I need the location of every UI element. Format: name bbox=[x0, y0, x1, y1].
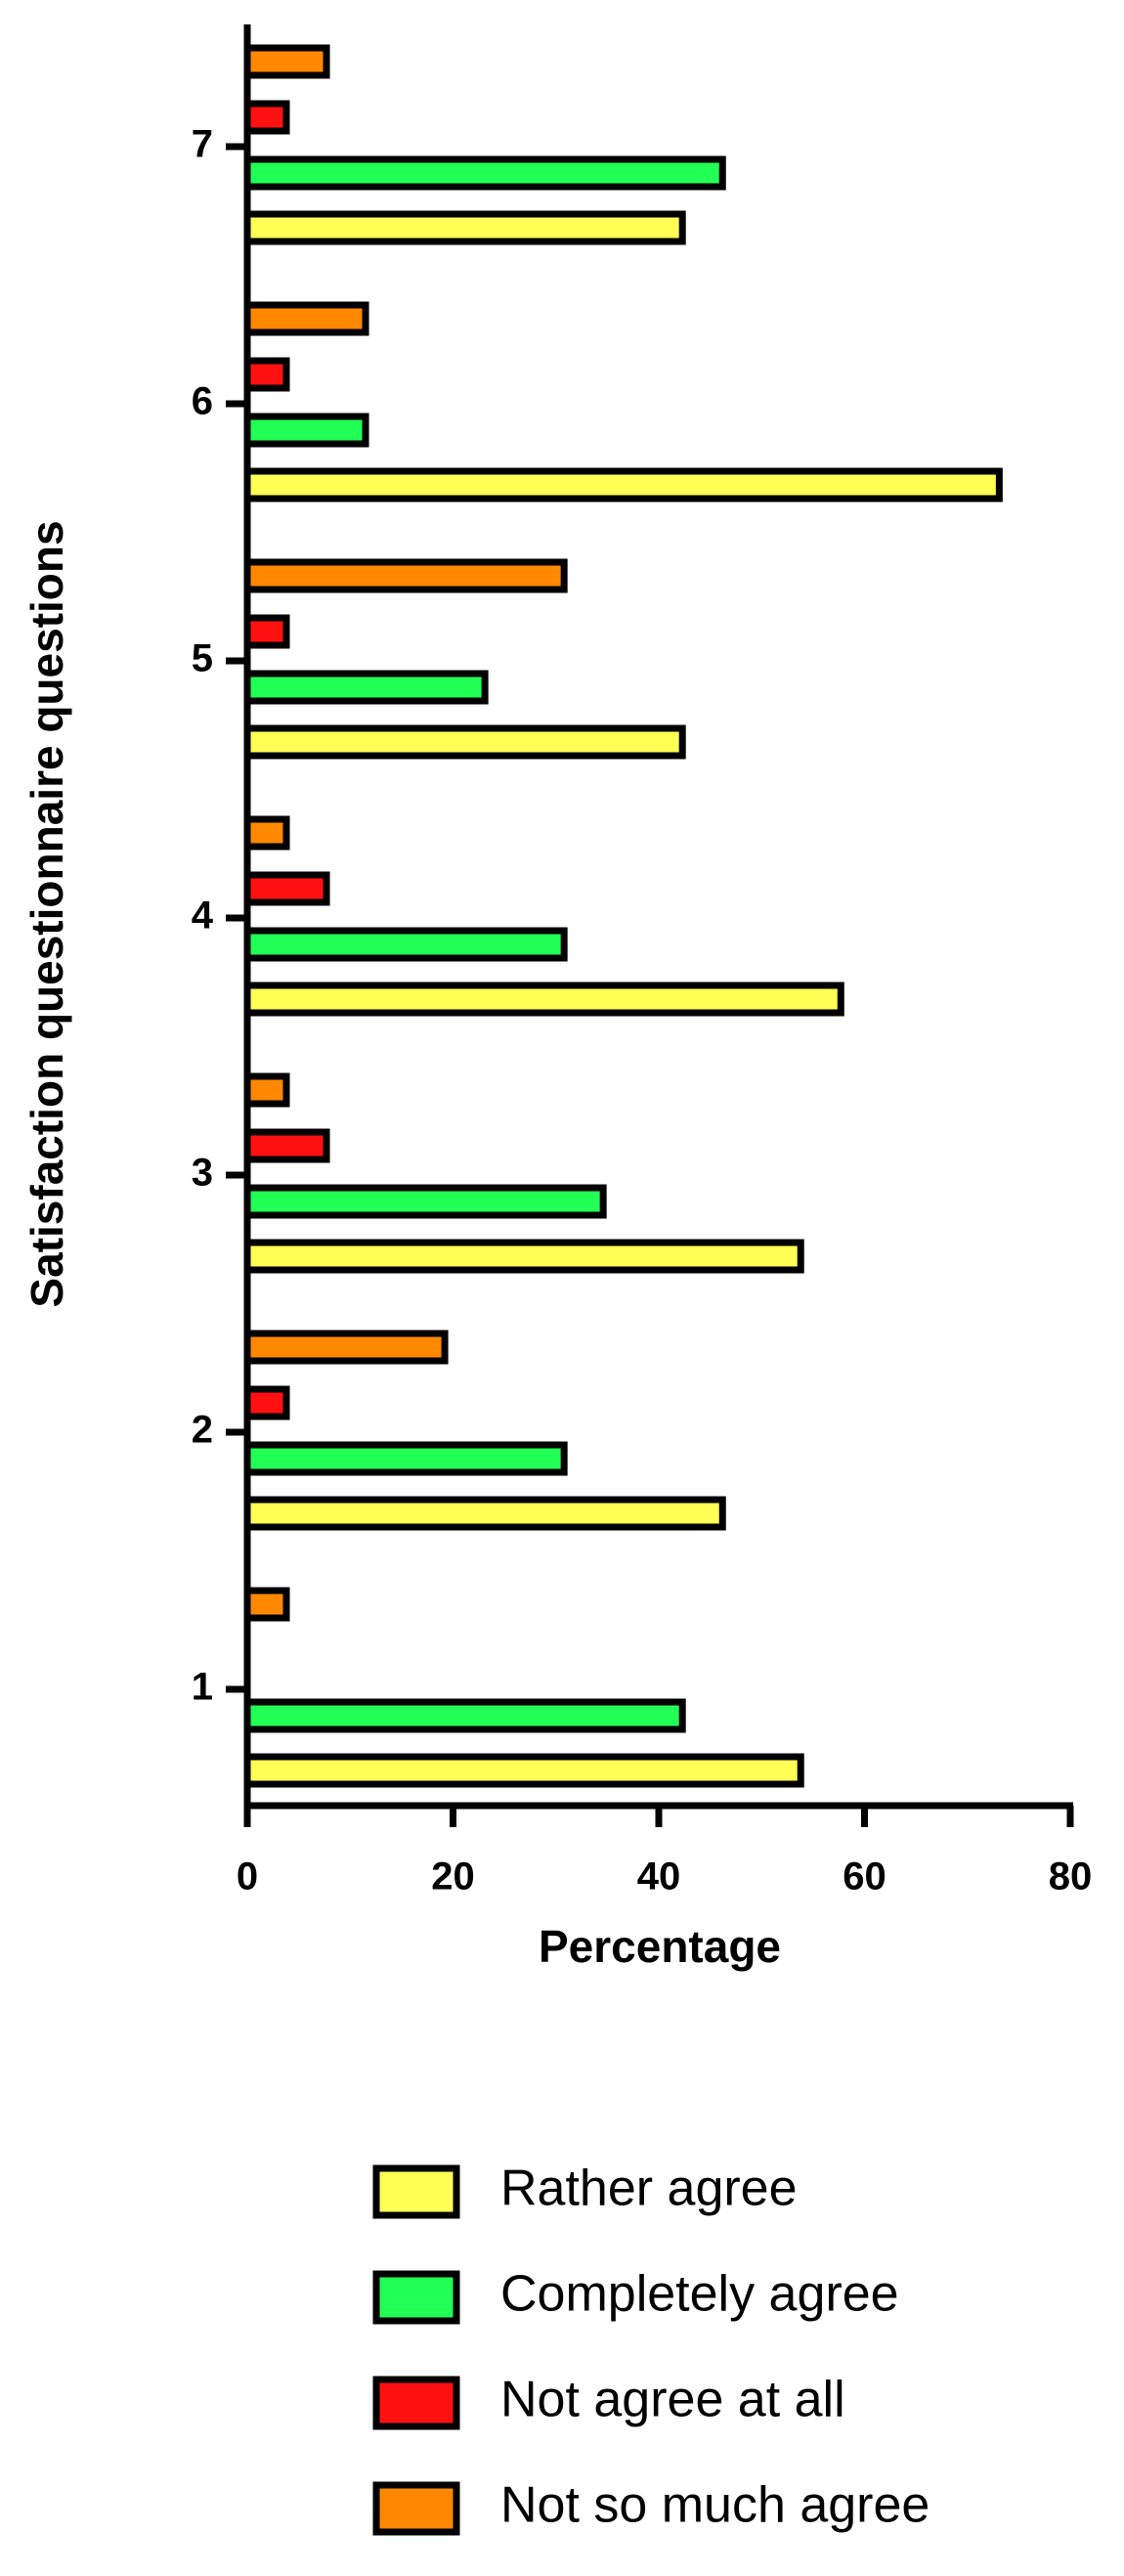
bar bbox=[243, 301, 369, 336]
bar bbox=[243, 1587, 290, 1622]
legend-swatch bbox=[372, 2164, 460, 2219]
legend-label: Rather agree bbox=[500, 2161, 798, 2217]
bar bbox=[243, 1698, 686, 1733]
bar bbox=[243, 1496, 726, 1531]
bar bbox=[243, 1072, 290, 1108]
bar bbox=[243, 1184, 607, 1219]
bar bbox=[243, 100, 290, 135]
bar bbox=[243, 815, 290, 851]
y-tick-label: 7 bbox=[192, 123, 213, 166]
bar bbox=[243, 1128, 330, 1163]
legend-label: Not so much agree bbox=[500, 2477, 929, 2534]
bar bbox=[243, 155, 726, 191]
legend-swatch bbox=[372, 2481, 460, 2536]
bar bbox=[243, 1239, 804, 1274]
y-tick-label: 2 bbox=[192, 1409, 213, 1452]
y-tick-label: 6 bbox=[192, 380, 213, 423]
bar bbox=[243, 413, 369, 448]
bar bbox=[243, 1753, 804, 1788]
bar bbox=[243, 670, 489, 705]
legend-label: Completely agree bbox=[500, 2266, 899, 2323]
legend-swatch bbox=[372, 2376, 460, 2430]
x-tick-label: 0 bbox=[237, 1856, 258, 1899]
bar bbox=[243, 1385, 290, 1420]
bar bbox=[243, 210, 686, 245]
bar bbox=[243, 1330, 449, 1365]
legend-label: Not agree at all bbox=[500, 2372, 845, 2428]
bar bbox=[243, 467, 1003, 502]
bar bbox=[243, 357, 290, 392]
y-tick-label: 4 bbox=[192, 895, 214, 938]
x-axis-title: Percentage bbox=[539, 1921, 781, 1972]
bar bbox=[243, 44, 330, 79]
bar bbox=[243, 614, 290, 649]
bar bbox=[243, 871, 330, 906]
bar bbox=[243, 558, 568, 593]
x-tick-label: 60 bbox=[843, 1856, 886, 1899]
y-tick-label: 5 bbox=[192, 637, 213, 680]
bar bbox=[243, 927, 568, 962]
y-tick-label: 1 bbox=[192, 1666, 213, 1709]
x-tick-label: 80 bbox=[1049, 1856, 1093, 1899]
legend-swatch bbox=[372, 2270, 460, 2325]
bar bbox=[243, 1441, 568, 1476]
x-tick-label: 20 bbox=[431, 1856, 475, 1899]
bar bbox=[243, 724, 686, 760]
y-tick-label: 3 bbox=[192, 1152, 213, 1195]
bar bbox=[243, 982, 844, 1017]
y-axis-title: Satisfaction questionnaire questions bbox=[22, 520, 72, 1307]
x-tick-label: 40 bbox=[637, 1856, 681, 1899]
